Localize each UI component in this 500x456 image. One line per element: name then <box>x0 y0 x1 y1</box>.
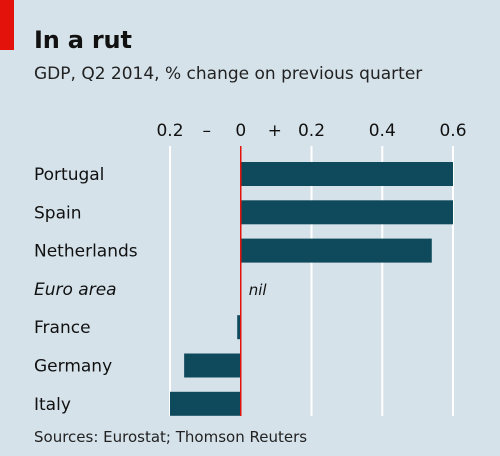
x-tick-label: 0.2 <box>298 121 325 141</box>
x-tick-label: 0.4 <box>369 121 396 141</box>
minus-sign-label: – <box>203 121 212 141</box>
bar <box>240 162 453 186</box>
bar <box>170 391 241 416</box>
bar <box>240 238 432 263</box>
x-tick-label: 0 <box>235 121 246 141</box>
category-label: Euro area <box>34 280 117 300</box>
x-tick-label: 0.2 <box>156 121 183 141</box>
x-tick-label: 0.6 <box>439 121 466 141</box>
chart-source: Sources: Eurostat; Thomson Reuters <box>34 428 308 446</box>
bar <box>240 200 453 225</box>
bar <box>237 315 241 340</box>
red-accent-tag <box>0 0 14 50</box>
plus-sign-label: + <box>268 121 282 141</box>
category-label: Germany <box>34 357 112 377</box>
data-label: nil <box>249 281 268 299</box>
category-label: Netherlands <box>34 242 138 262</box>
chart-title: In a rut <box>34 26 132 54</box>
chart-subtitle: GDP, Q2 2014, % change on previous quart… <box>34 64 423 84</box>
category-label: Italy <box>34 395 71 415</box>
category-label: France <box>34 318 91 338</box>
category-label: Portugal <box>34 165 104 185</box>
category-label: Spain <box>34 203 82 223</box>
bar <box>184 353 241 378</box>
